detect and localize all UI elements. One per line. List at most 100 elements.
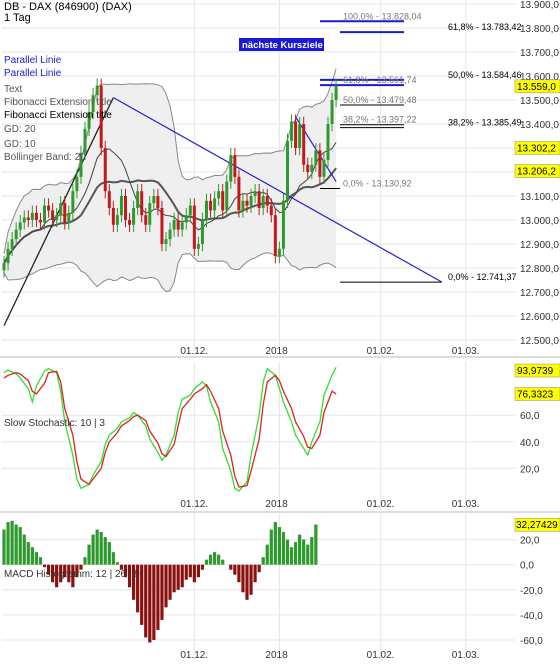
macd-bar [310, 537, 314, 565]
macd-bar [63, 564, 67, 578]
macd-bar [160, 564, 164, 620]
candle-body [59, 203, 63, 216]
candle-body [192, 205, 196, 249]
macd-bar [180, 564, 184, 588]
stoch-value-tag-box [514, 387, 560, 401]
macd-x-tick-label: 01.12. [180, 650, 208, 661]
macd-bar [67, 564, 71, 583]
macd-bar [184, 564, 188, 580]
price-y-tick-label: 12.500,0 [520, 336, 559, 347]
stoch-x-tick-label: 01.12. [180, 499, 208, 510]
legend-item-gd20[interactable]: GD: 20 [4, 124, 36, 135]
candle-body [196, 244, 200, 249]
candle-body [115, 215, 119, 225]
macd-bar [221, 559, 225, 565]
macd-bar [10, 520, 14, 565]
macd-y-tick-label: -20,0 [520, 586, 543, 597]
fibonacci-label: 61,8% - 13.783,42 [448, 22, 522, 32]
macd-x-tick-label: 01.02. [367, 650, 395, 661]
macd-bar [289, 547, 294, 565]
candle-body [6, 248, 10, 264]
stoch-y-tick-label: 20,0 [520, 464, 540, 475]
candle-body [294, 121, 298, 148]
candle-body [103, 148, 107, 192]
macd-bar [302, 539, 306, 565]
candle-body [290, 121, 294, 141]
macd-bar [95, 529, 99, 565]
price-y-tick-label: 13.900,0 [520, 0, 559, 11]
candle-body [164, 239, 168, 244]
price-y-tick-label: 12.600,0 [520, 312, 559, 323]
macd-bar [144, 564, 148, 638]
candle-body [334, 85, 338, 100]
macd-bar [281, 532, 286, 565]
candle-body [111, 208, 115, 225]
candle-body [91, 95, 95, 112]
legend-item-parallel-2[interactable]: Parallel Linie [4, 68, 62, 79]
legend-item-fib-ext-1[interactable]: Fibonacci Extension title [4, 97, 112, 108]
macd-bar [140, 564, 144, 625]
price-y-tick-label: 13.100,0 [520, 192, 559, 203]
candle-body [67, 212, 71, 223]
macd-y-tick-label: 20,0 [520, 536, 540, 547]
price-y-tick-label: 13.800,0 [520, 24, 559, 35]
macd-bar [136, 564, 140, 613]
candle-body [2, 263, 6, 271]
macd-bar [253, 564, 257, 583]
bollinger-upper-line [3, 68, 337, 254]
candle-body [217, 191, 221, 199]
candle-body [160, 208, 164, 244]
macd-title: MACD Histogramm: 12 | 26 | 9 [4, 569, 140, 580]
macd-bar [91, 534, 95, 565]
candle-body [47, 205, 51, 211]
macd-bar [285, 539, 290, 565]
macd-bar [26, 542, 30, 565]
price-tag-box [514, 79, 560, 94]
price-y-tick-label: 13.700,0 [520, 48, 559, 59]
price-y-tick-label: 13.500,0 [520, 96, 559, 107]
candle-body [172, 220, 176, 230]
price-y-tick-label: 13.000,0 [520, 216, 559, 227]
candle-body [99, 85, 103, 148]
candle-body [38, 220, 42, 223]
macd-bar [42, 564, 47, 568]
macd-x-tick-label: 01.03. [452, 650, 480, 661]
macd-bar [119, 564, 124, 570]
fibonacci-label: 50,0% - 13.479,48 [343, 95, 417, 105]
fibonacci-label: 0,0% - 13.130,92 [343, 179, 412, 189]
fibonacci-label: 50,0% - 13.584,46 [448, 70, 522, 80]
macd-y-tick-label: -40,0 [520, 611, 543, 622]
macd-bar [172, 564, 176, 593]
candle-body [180, 222, 184, 230]
candle-body [71, 191, 75, 213]
legend-item-fib-ext-2[interactable]: Fibonacci Extension title [4, 110, 112, 121]
macd-bar [115, 562, 119, 565]
candle-body [10, 239, 14, 249]
price-tag-box [514, 164, 560, 178]
gd20-line [3, 167, 337, 264]
price-y-tick-label: 13.400,0 [520, 120, 559, 131]
legend-item-bollinger[interactable]: Bollinger Band: 20 [4, 152, 86, 163]
macd-bar [38, 557, 43, 565]
bollinger-lower-line [3, 252, 337, 293]
macd-bar [269, 529, 273, 565]
legend-item-text[interactable]: Text [4, 84, 23, 95]
macd-bar [30, 547, 34, 565]
legend-item-parallel-1[interactable]: Parallel Linie [4, 55, 62, 66]
macd-bar [200, 564, 205, 570]
candle-body [286, 140, 289, 201]
price-y-tick-label: 12.800,0 [520, 264, 559, 275]
legend-item-gd10[interactable]: GD: 10 [4, 139, 36, 150]
macd-bar [71, 564, 75, 588]
stoch-series-line [3, 367, 337, 492]
macd-bar [298, 534, 302, 565]
candle-body [261, 196, 265, 208]
candle-body [205, 200, 208, 220]
candle-body [209, 200, 213, 211]
macd-bar [6, 522, 10, 565]
macd-bar [127, 564, 132, 588]
candle-body [298, 124, 302, 148]
fibonacci-label: 0,0% - 12.741,37 [448, 272, 517, 282]
stoch-x-tick-label: 01.02. [367, 499, 395, 510]
